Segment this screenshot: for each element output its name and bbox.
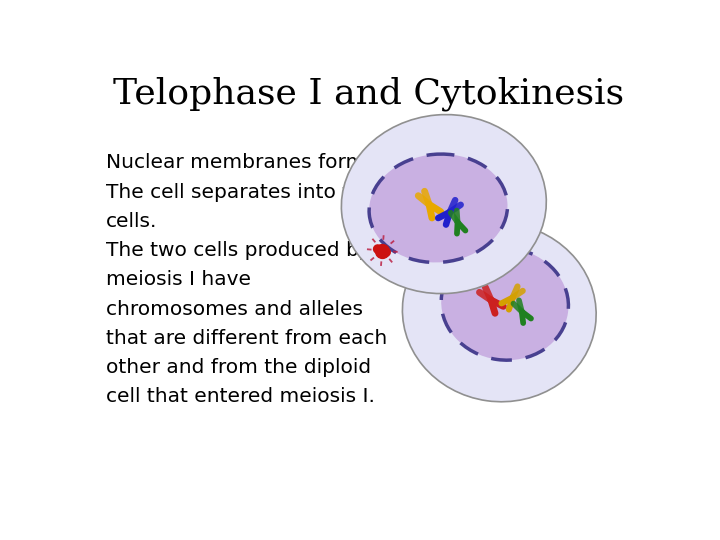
Ellipse shape: [390, 157, 482, 237]
Ellipse shape: [436, 253, 552, 361]
Ellipse shape: [468, 284, 507, 319]
Ellipse shape: [431, 249, 557, 366]
Ellipse shape: [454, 259, 556, 349]
Ellipse shape: [484, 285, 526, 322]
Text: Nuclear membranes form.: Nuclear membranes form.: [106, 153, 372, 172]
Text: cell that entered meiosis I.: cell that entered meiosis I.: [106, 387, 374, 407]
Text: The two cells produced by: The two cells produced by: [106, 241, 370, 260]
Ellipse shape: [402, 168, 464, 221]
Ellipse shape: [341, 114, 546, 294]
Ellipse shape: [398, 164, 469, 227]
Text: meiosis I have: meiosis I have: [106, 271, 251, 289]
Ellipse shape: [423, 242, 568, 376]
Ellipse shape: [429, 201, 448, 215]
Ellipse shape: [471, 274, 539, 334]
Ellipse shape: [456, 272, 523, 335]
Ellipse shape: [444, 261, 541, 350]
Ellipse shape: [472, 287, 501, 314]
Ellipse shape: [359, 130, 523, 273]
Ellipse shape: [369, 154, 508, 262]
Ellipse shape: [481, 295, 490, 304]
Ellipse shape: [452, 268, 529, 340]
Ellipse shape: [441, 248, 569, 360]
Ellipse shape: [385, 153, 487, 242]
Ellipse shape: [363, 133, 517, 268]
Text: that are different from each: that are different from each: [106, 329, 387, 348]
Text: cells.: cells.: [106, 212, 157, 231]
Ellipse shape: [372, 141, 505, 258]
Ellipse shape: [387, 168, 489, 248]
Ellipse shape: [420, 194, 456, 222]
Ellipse shape: [401, 179, 475, 237]
Ellipse shape: [424, 187, 434, 196]
Ellipse shape: [475, 278, 534, 330]
Ellipse shape: [467, 270, 543, 338]
Ellipse shape: [460, 276, 518, 330]
Ellipse shape: [427, 246, 563, 371]
Ellipse shape: [381, 149, 493, 247]
Ellipse shape: [411, 176, 452, 211]
Ellipse shape: [415, 179, 446, 206]
Ellipse shape: [419, 238, 574, 381]
Ellipse shape: [374, 158, 503, 259]
Ellipse shape: [433, 205, 443, 212]
Ellipse shape: [378, 161, 498, 255]
Ellipse shape: [448, 265, 535, 345]
Ellipse shape: [450, 255, 560, 353]
Ellipse shape: [415, 234, 580, 386]
Ellipse shape: [492, 293, 518, 315]
Text: Telophase I and Cytokinesis: Telophase I and Cytokinesis: [114, 77, 624, 111]
Ellipse shape: [477, 291, 496, 309]
Ellipse shape: [402, 222, 596, 402]
Ellipse shape: [420, 183, 440, 201]
Text: The cell separates into two: The cell separates into two: [106, 183, 379, 201]
Text: chromosomes and alleles: chromosomes and alleles: [106, 300, 363, 319]
Ellipse shape: [415, 190, 462, 226]
Text: other and from the diploid: other and from the diploid: [106, 358, 371, 377]
Ellipse shape: [500, 300, 509, 308]
Ellipse shape: [350, 122, 534, 284]
Ellipse shape: [410, 187, 466, 230]
Ellipse shape: [407, 226, 590, 396]
Ellipse shape: [462, 266, 547, 341]
Ellipse shape: [464, 280, 513, 325]
Ellipse shape: [354, 126, 528, 278]
Ellipse shape: [341, 114, 546, 294]
Ellipse shape: [377, 145, 499, 252]
Ellipse shape: [407, 172, 458, 217]
Ellipse shape: [439, 257, 546, 355]
Ellipse shape: [488, 289, 522, 319]
Ellipse shape: [397, 176, 480, 241]
Ellipse shape: [425, 198, 452, 219]
Ellipse shape: [402, 222, 596, 402]
Ellipse shape: [496, 296, 513, 312]
Ellipse shape: [392, 172, 485, 245]
Ellipse shape: [346, 118, 541, 288]
Ellipse shape: [394, 160, 476, 232]
Ellipse shape: [446, 251, 564, 356]
Ellipse shape: [383, 165, 494, 252]
Ellipse shape: [367, 137, 511, 263]
Ellipse shape: [480, 281, 530, 326]
Ellipse shape: [406, 183, 471, 233]
Ellipse shape: [458, 262, 552, 345]
Ellipse shape: [410, 230, 585, 392]
